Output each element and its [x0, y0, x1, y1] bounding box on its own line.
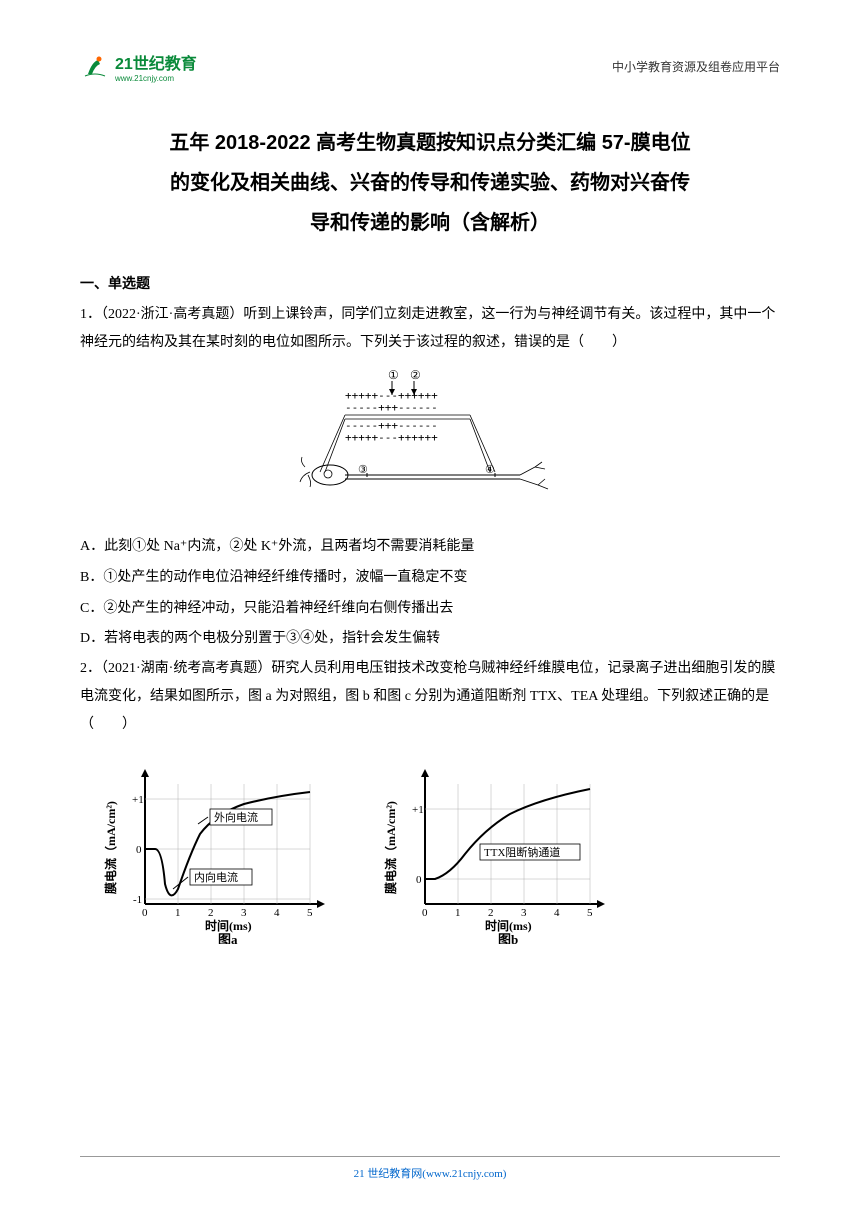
question-2-stem: 2．（2021·湖南·统考高考真题）研究人员利用电压钳技术改变枪乌贼神经纤维膜电…: [80, 655, 780, 739]
svg-text:1: 1: [175, 907, 181, 919]
svg-text:+++++---++++++: +++++---++++++: [345, 431, 438, 444]
svg-text:4: 4: [274, 907, 280, 919]
svg-text:4: 4: [554, 907, 560, 919]
svg-text:外向电流: 外向电流: [214, 810, 258, 824]
svg-text:1: 1: [455, 907, 461, 919]
svg-text:2: 2: [488, 907, 494, 919]
chart-a: +1 0 -1 0 1 2 3 4 5 外向电流 内向电流 膜电流（mA/cm²…: [100, 754, 340, 949]
option-b: B．①处产生的动作电位沿神经纤维传播时，波幅一直稳定不变: [80, 563, 780, 594]
svg-text:+1: +1: [412, 804, 424, 816]
svg-text:3: 3: [521, 907, 527, 919]
title-line-2: 的变化及相关曲线、兴奋的传导和传递实验、药物对兴奋传: [80, 163, 780, 203]
title-line-1: 五年 2018-2022 高考生物真题按知识点分类汇编 57-膜电位: [80, 123, 780, 163]
svg-text:3: 3: [241, 907, 247, 919]
header-right-text: 中小学教育资源及组卷应用平台: [612, 58, 780, 75]
logo-icon: [80, 52, 110, 82]
question-1-stem: 1．（2022·浙江·高考真题）听到上课铃声，同学们立刻走进教室，这一行为与神经…: [80, 301, 780, 357]
svg-text:时间(ms): 时间(ms): [205, 918, 252, 933]
chart-b: +1 0 0 1 2 3 4 5 TTX阻断钠通道 膜电流（mA/cm²) 时间…: [380, 754, 620, 949]
svg-text:5: 5: [307, 907, 313, 919]
svg-text:+1: +1: [132, 794, 144, 806]
svg-text:膜电流（mA/cm²): 膜电流（mA/cm²): [383, 801, 398, 894]
title-line-3: 导和传递的影响（含解析）: [80, 203, 780, 243]
svg-text:-1: -1: [133, 894, 142, 906]
svg-text:图b: 图b: [498, 932, 518, 944]
label-1: ①: [388, 368, 399, 382]
charts-container: +1 0 -1 0 1 2 3 4 5 外向电流 内向电流 膜电流（mA/cm²…: [100, 754, 780, 949]
svg-text:-----+++------: -----+++------: [345, 401, 438, 414]
section-header: 一、单选题: [80, 273, 780, 293]
option-c: C．②处产生的神经冲动，只能沿着神经纤维向右侧传播出去: [80, 594, 780, 625]
svg-text:TTX阻断钠通道: TTX阻断钠通道: [484, 845, 560, 859]
svg-text:5: 5: [587, 907, 593, 919]
logo-main-text: 21世纪教育: [115, 50, 197, 74]
svg-text:时间(ms): 时间(ms): [485, 918, 532, 933]
logo-sub-text: www.21cnjy.com: [115, 74, 197, 83]
svg-text:膜电流（mA/cm²): 膜电流（mA/cm²): [103, 801, 118, 894]
logo: 21世纪教育 www.21cnjy.com: [80, 50, 197, 83]
svg-text:0: 0: [416, 874, 422, 886]
svg-text:图a: 图a: [218, 932, 238, 944]
svg-text:2: 2: [208, 907, 214, 919]
svg-text:0: 0: [136, 844, 142, 856]
label-2: ②: [410, 368, 421, 382]
svg-text:内向电流: 内向电流: [194, 870, 238, 884]
page-header: 21世纪教育 www.21cnjy.com 中小学教育资源及组卷应用平台: [80, 50, 780, 83]
label-4: ④: [485, 464, 495, 476]
neuron-diagram: ① ② +++++---++++++ -----+++------ -----+…: [290, 367, 570, 522]
page-footer: 21 世纪教育网(www.21cnjy.com): [0, 1156, 860, 1181]
option-d: D．若将电表的两个电极分别置于③④处，指针会发生偏转: [80, 624, 780, 655]
document-title: 五年 2018-2022 高考生物真题按知识点分类汇编 57-膜电位 的变化及相…: [80, 123, 780, 243]
footer-text: 21 世纪教育网(www.21cnjy.com): [354, 1168, 507, 1180]
option-a: A．此刻①处 Na⁺内流，②处 K⁺外流，且两者均不需要消耗能量: [80, 532, 780, 563]
svg-text:0: 0: [142, 907, 148, 919]
svg-text:0: 0: [422, 907, 428, 919]
